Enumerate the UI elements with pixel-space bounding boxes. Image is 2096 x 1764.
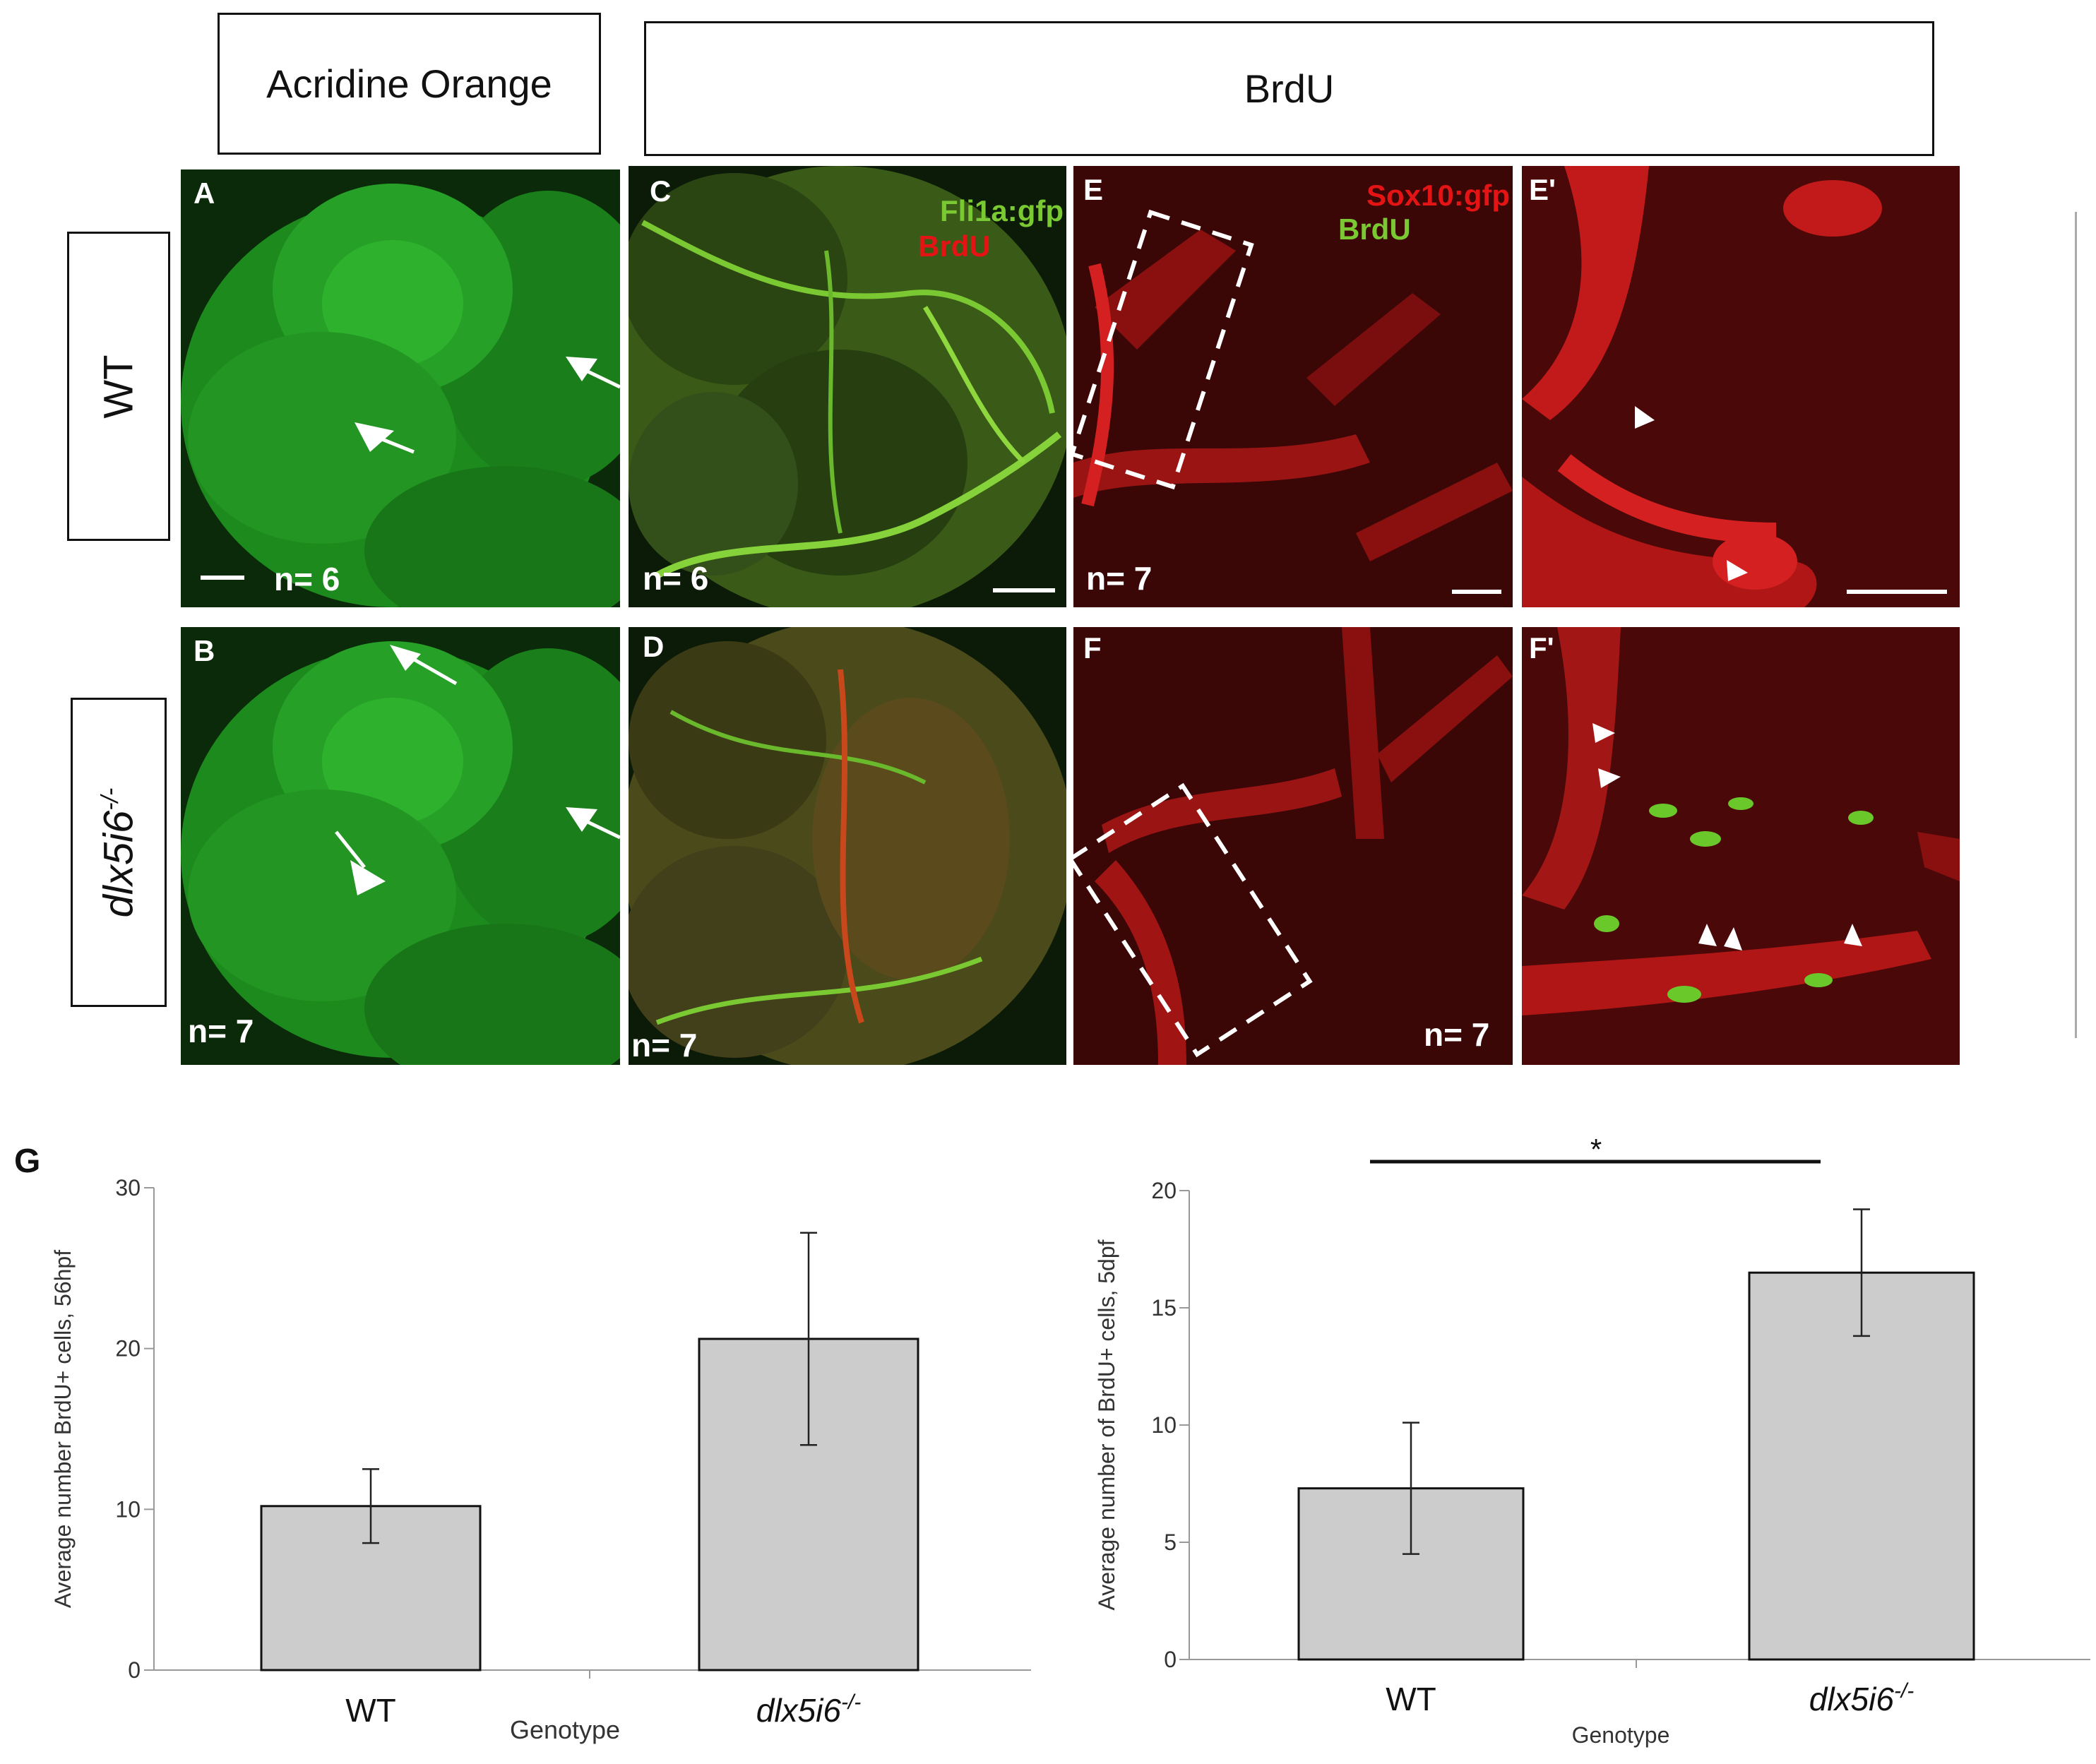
panel-c-n-count: n= 6 — [643, 560, 709, 597]
y-tick-label: 20 — [1151, 1178, 1177, 1203]
panel-c-letter: C — [650, 174, 672, 208]
row-label-wt-text: WT — [95, 354, 142, 419]
panel-f-letter: F — [1083, 631, 1102, 665]
panel-e-letter: E — [1083, 173, 1104, 206]
panel-e-micrograph — [1073, 166, 1513, 607]
x-axis-label: Genotype — [510, 1715, 620, 1744]
panel-e-prime-scale-bar — [1847, 590, 1947, 594]
panel-c-marker-green: Fli1a:gfp — [940, 194, 1064, 227]
panel-d-image: D n= 7 — [629, 627, 1066, 1065]
panel-g-letter: G — [14, 1143, 40, 1180]
panel-a-letter: A — [193, 177, 215, 210]
panel-d-n-count: n= 7 — [631, 1027, 698, 1063]
panel-c-micrograph — [629, 166, 1066, 607]
y-tick-label: 20 — [115, 1336, 141, 1361]
panel-e-image: E Sox10:gfp BrdU n= 7 — [1073, 166, 1513, 607]
panel-b-micrograph — [181, 627, 620, 1065]
panel-e-n-count: n= 7 — [1086, 560, 1153, 597]
x-axis-label: Genotype — [1572, 1722, 1670, 1748]
chart-5dpf: 0 5 10 15 20 WT dlx5i6-/- Genotype Average numbe… — [1059, 1130, 2096, 1764]
panel-d-micrograph — [629, 627, 1066, 1065]
panel-a-scale-bar — [201, 576, 244, 580]
y-tick-label: 10 — [115, 1496, 141, 1522]
panel-a-n-count: n= 6 — [274, 561, 340, 597]
y-axis-label: Average number of BrdU+ cells, 5dpf — [1094, 1239, 1119, 1610]
panel-f-n-count: n= 7 — [1424, 1016, 1490, 1053]
y-tick-label: 10 — [1151, 1412, 1177, 1438]
category-label: WT — [1386, 1681, 1436, 1717]
panel-c-image: C Fli1a:gfp BrdU n= 6 — [629, 166, 1066, 607]
panel-f-prime-micrograph — [1522, 627, 1960, 1065]
y-tick-label: 0 — [1164, 1647, 1177, 1672]
panel-c-scale-bar — [993, 588, 1055, 592]
panel-b-n-count: n= 7 — [188, 1013, 254, 1049]
panel-f-micrograph — [1073, 627, 1513, 1065]
significance-star: * — [1590, 1133, 1602, 1166]
panel-f-prime-image: F' — [1522, 627, 1960, 1065]
row-label-mutant-text: dlx5i6-/- — [95, 787, 143, 917]
panel-b-letter: B — [193, 634, 215, 667]
chart-56hpf-svg: 0 10 20 30 WT dlx5i6-/- Genotype Average number… — [14, 1143, 1031, 1744]
category-label: dlx5i6-/- — [756, 1691, 862, 1729]
row-label-mutant: dlx5i6-/- — [71, 698, 167, 1007]
y-axis-label: Average number BrdU+ cells, 56hpf — [50, 1250, 76, 1608]
acridine-orange-header-text: Acridine Orange — [266, 61, 552, 106]
acridine-orange-header: Acridine Orange — [218, 13, 601, 155]
category-label: dlx5i6-/- — [1809, 1679, 1915, 1717]
y-tick-label: 5 — [1164, 1530, 1177, 1555]
brdu-header-text: BrdU — [1244, 66, 1335, 111]
panel-b-image: B n= 7 — [181, 627, 620, 1065]
mutant-superscript: -/- — [97, 787, 124, 811]
panel-e-prime-micrograph — [1522, 166, 1960, 607]
panel-f-prime-letter: F' — [1529, 631, 1554, 665]
bar — [1748, 1271, 1975, 1661]
brdu-header: BrdU — [644, 21, 1934, 156]
mutant-name: dlx5i6 — [95, 810, 142, 917]
panel-a-image: A n= 6 — [181, 169, 620, 607]
panel-e-marker-green: BrdU — [1338, 213, 1411, 246]
chart-56hpf: 0 10 20 30 WT dlx5i6-/- Genotype Average number… — [0, 1130, 1045, 1764]
panel-e-scale-bar — [1452, 590, 1501, 594]
panel-divider-line — [2075, 212, 2077, 1038]
category-label: WT — [345, 1692, 396, 1729]
y-tick-label: 15 — [1151, 1295, 1177, 1321]
panel-e-prime-image: E' — [1522, 166, 1960, 607]
panel-a-micrograph — [181, 169, 620, 607]
panel-e-prime-letter: E' — [1529, 173, 1556, 206]
panel-d-letter: D — [643, 630, 665, 663]
row-label-wt: WT — [67, 232, 170, 541]
y-tick-label: 0 — [128, 1657, 141, 1683]
chart-5dpf-svg: 0 5 10 15 20 WT dlx5i6-/- Genotype Average numbe… — [1094, 1133, 2090, 1748]
panel-c-marker-red: BrdU — [918, 230, 991, 263]
panel-f-image: F n= 7 — [1073, 627, 1513, 1065]
panel-e-marker-red: Sox10:gfp — [1366, 179, 1510, 212]
y-tick-label: 30 — [115, 1175, 141, 1200]
